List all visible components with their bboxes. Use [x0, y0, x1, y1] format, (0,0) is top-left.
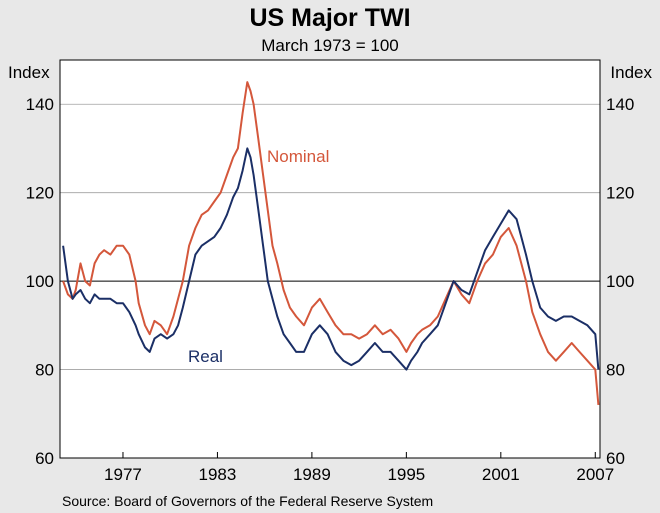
series-line-nominal: [62, 81, 600, 405]
plot-frame: [59, 59, 601, 459]
axis-ticks: 60 60 80 80 100 100 120 120 140 140 1977 1983 1989 19…: [26, 95, 635, 484]
series-label-real: Real: [188, 347, 223, 366]
y-tick-right-100: 100: [606, 272, 634, 291]
chart-title: US Major TWI: [249, 4, 410, 32]
y-tick-left-80: 80: [35, 361, 54, 380]
source-note: Source: Board of Governors of the Federa…: [62, 493, 433, 509]
x-tick-1977: 1977: [104, 465, 142, 484]
series-line-real: [62, 147, 600, 371]
series-layer: [62, 81, 600, 405]
plot-area: [60, 60, 600, 458]
gridlines: [60, 103, 600, 370]
y-tick-right-60: 60: [606, 449, 625, 468]
y-tick-left-60: 60: [35, 449, 54, 468]
y-tick-left-140: 140: [26, 95, 54, 114]
y-axis-label-right: Index: [610, 63, 652, 82]
y-axis-label-left: Index: [8, 63, 50, 82]
series-label-nominal: Nominal: [267, 147, 329, 166]
chart-subtitle: March 1973 = 100: [261, 36, 399, 55]
x-tick-2007: 2007: [576, 465, 614, 484]
y-tick-right-80: 80: [606, 361, 625, 380]
y-tick-left-120: 120: [26, 184, 54, 203]
x-tick-1989: 1989: [293, 465, 331, 484]
x-tick-2001: 2001: [482, 465, 520, 484]
y-tick-left-100: 100: [26, 272, 54, 291]
x-tick-1983: 1983: [199, 465, 237, 484]
x-tick-1995: 1995: [387, 465, 425, 484]
y-tick-right-140: 140: [606, 95, 634, 114]
y-tick-right-120: 120: [606, 184, 634, 203]
